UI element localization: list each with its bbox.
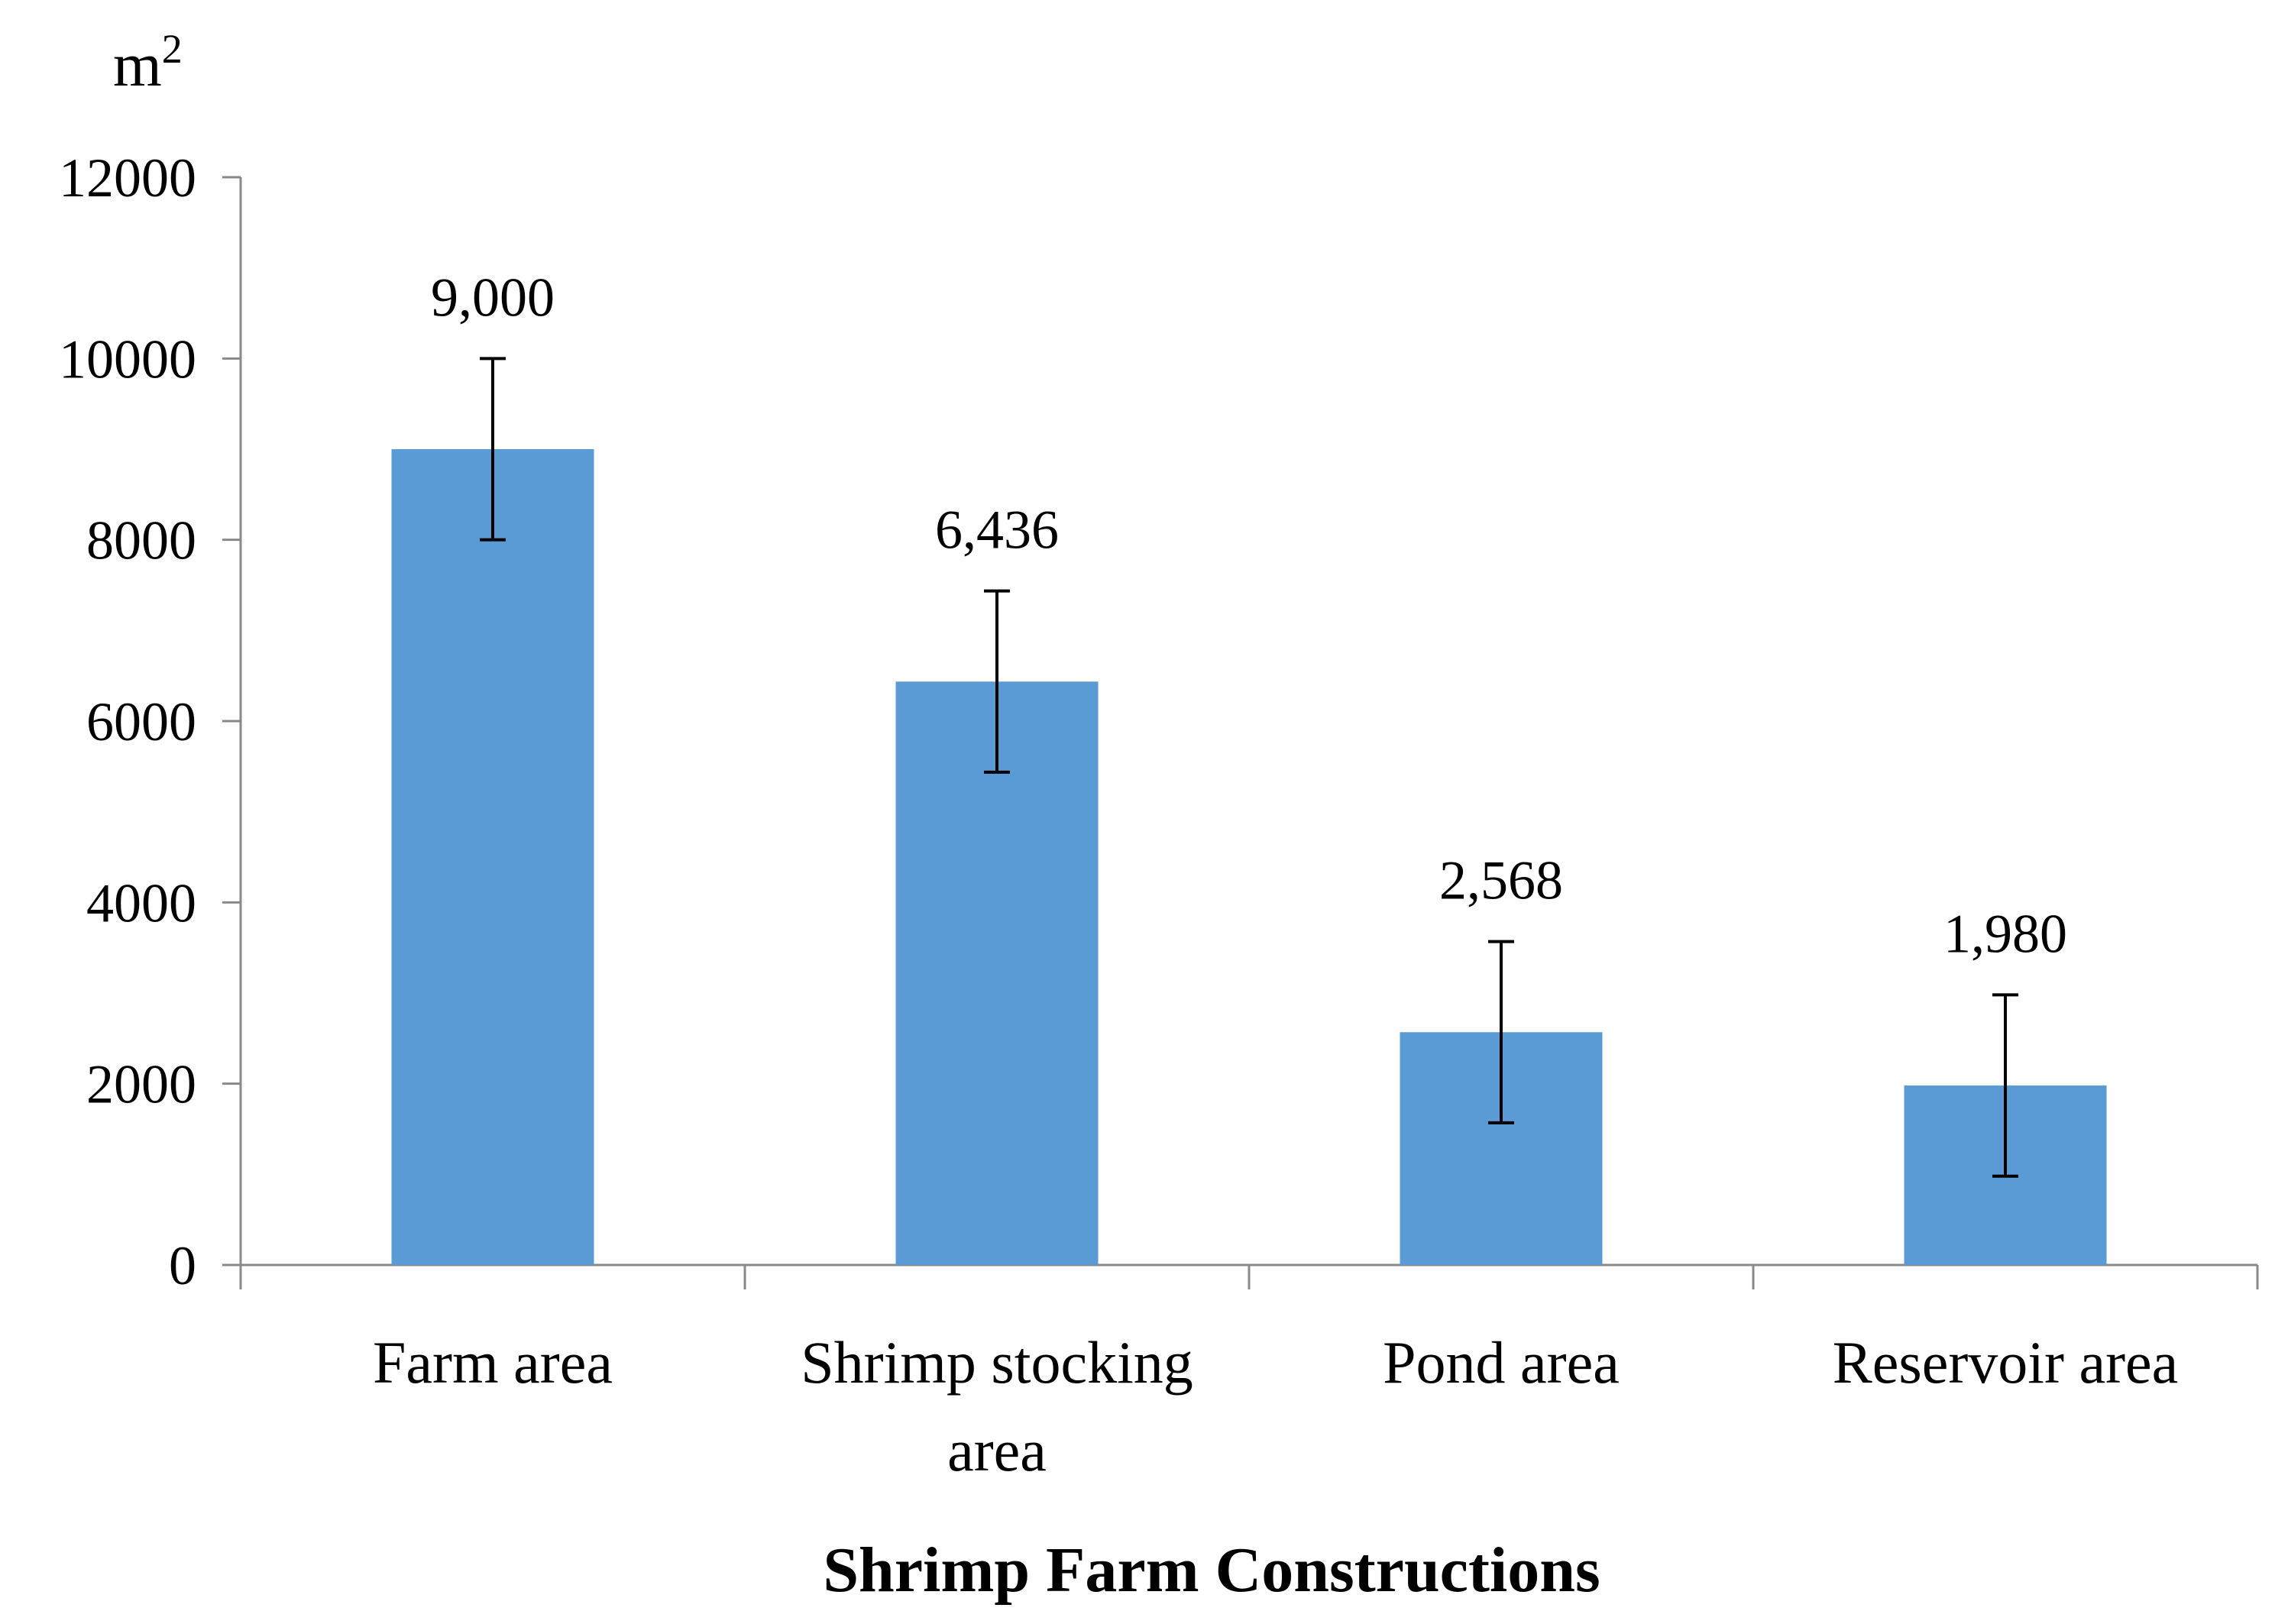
category-label: Farm area: [373, 1329, 613, 1396]
data-label: 1,980: [1943, 903, 2067, 964]
y-axis-unit: m: [113, 30, 162, 99]
category-label: Reservoir area: [1833, 1329, 2179, 1396]
category-label: area: [947, 1417, 1047, 1483]
y-tick-label: 8000: [86, 510, 196, 571]
y-tick-label: 10000: [59, 328, 196, 390]
x-axis-title: Shrimp Farm Constructions: [823, 1535, 1600, 1606]
bars: [391, 449, 2107, 1265]
error-bars: [480, 357, 2018, 1178]
y-axis-title: m2: [113, 26, 183, 99]
data-label: 6,436: [935, 500, 1059, 561]
y-tick-label: 6000: [86, 691, 196, 752]
data-label: 9,000: [431, 267, 555, 328]
category-label: Pond area: [1383, 1329, 1620, 1396]
data-label: 2,568: [1439, 850, 1563, 911]
data-labels: 9,000 6,436 2,568 1,980: [431, 267, 2067, 964]
category-labels: Farm area Shrimp stocking area Pond area Res…: [373, 1329, 2178, 1483]
y-tick-labels: 0 2000 4000 6000 8000 10000 12000: [59, 147, 196, 1296]
y-axis-unit-superscript: 2: [162, 26, 183, 72]
y-tick-label: 12000: [59, 147, 196, 209]
bar: [895, 681, 1099, 1265]
bar: [391, 449, 594, 1265]
category-label: Shrimp stocking: [801, 1329, 1193, 1396]
y-tick-label: 2000: [86, 1054, 196, 1115]
y-tick-label: 4000: [86, 872, 196, 933]
y-tick-label: 0: [169, 1235, 196, 1296]
